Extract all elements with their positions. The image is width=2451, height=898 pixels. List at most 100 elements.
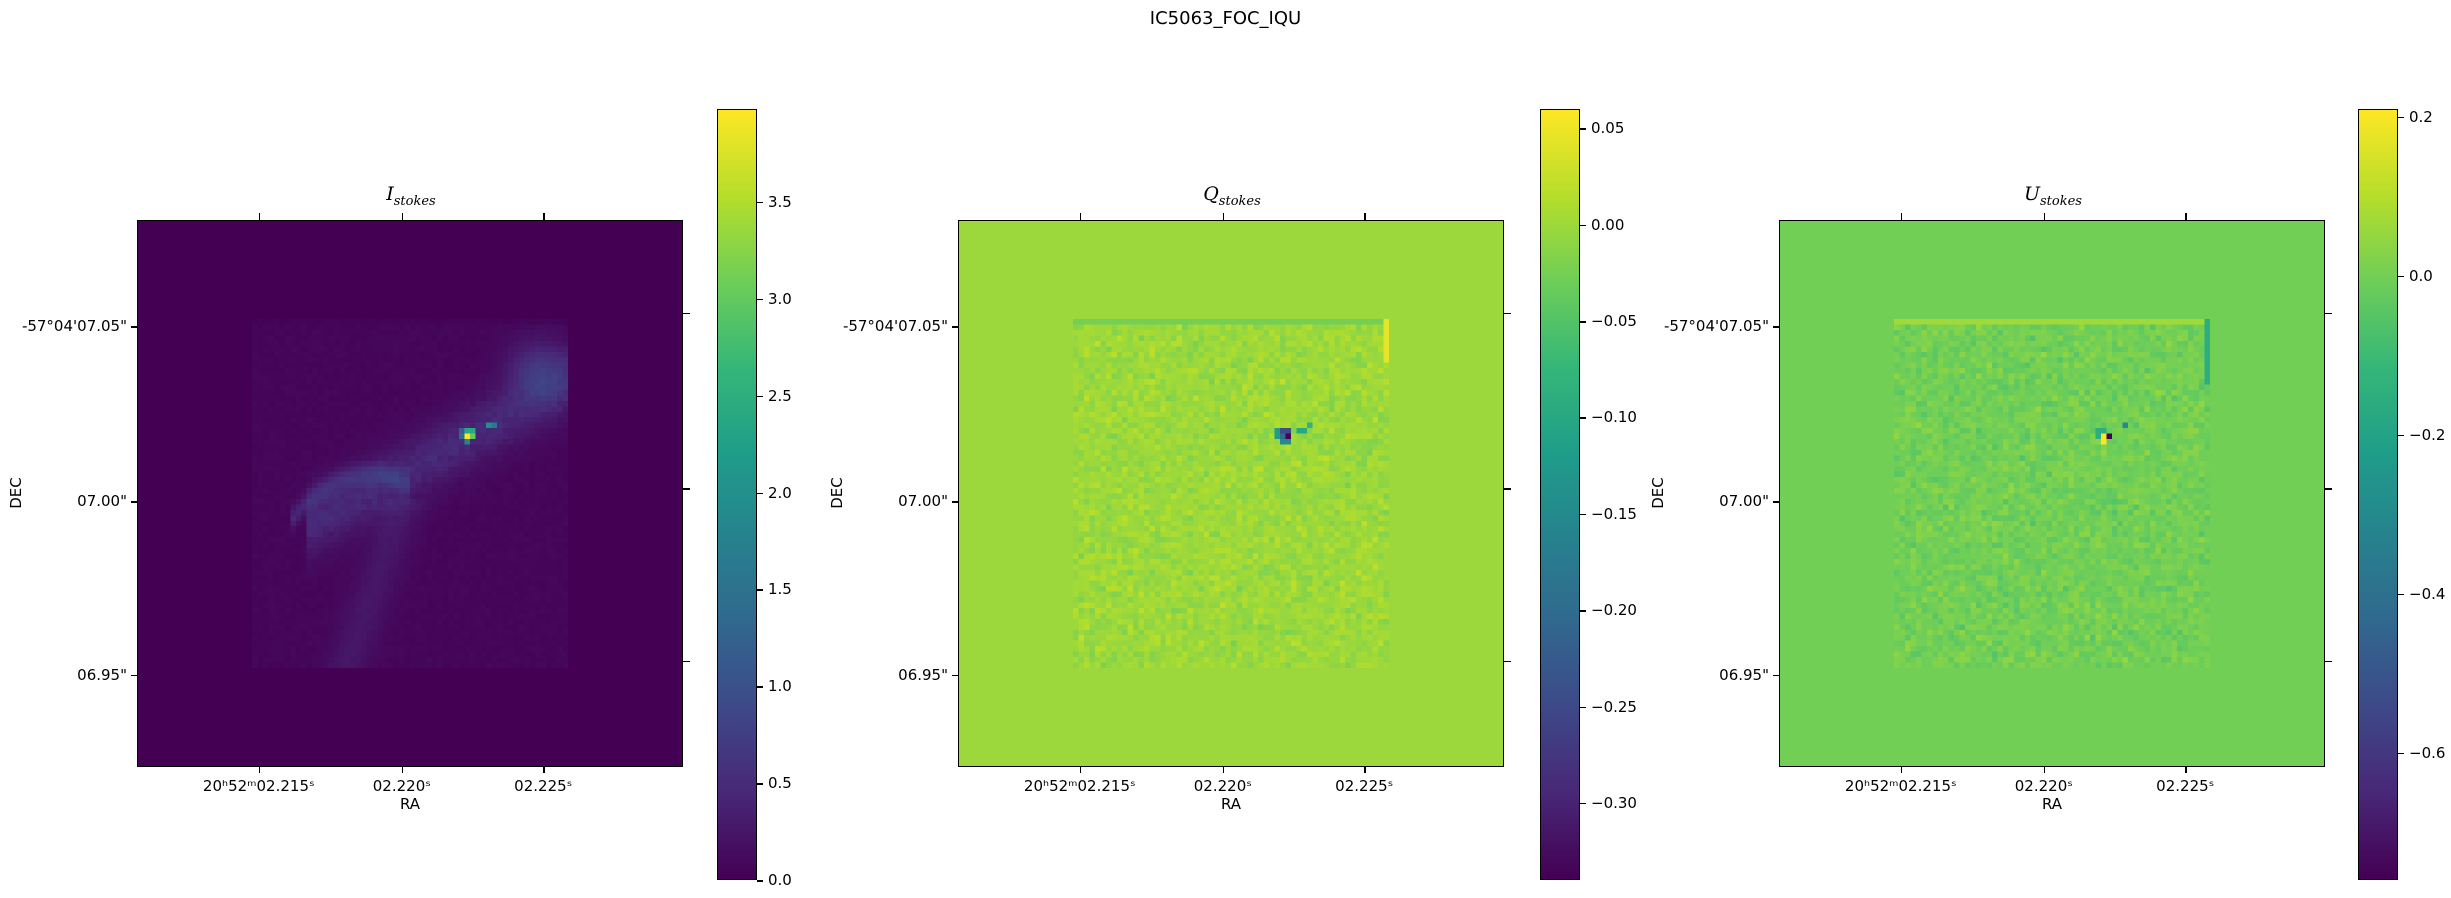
x-tick-mark-top (2043, 213, 2046, 220)
x-tick-mark (401, 767, 404, 773)
image-axes: Istokes (137, 183, 683, 767)
colorbar-tick-mark (2398, 434, 2404, 437)
colorbar-tick-mark (1580, 706, 1586, 709)
x-tick-mark-top (258, 213, 261, 220)
colorbar-tick-label: −0.6 (2409, 743, 2446, 762)
y-tick-mark (131, 326, 137, 328)
y-tick-mark-right (683, 488, 690, 490)
x-tick-label: 02.220ˢ (2014, 777, 2073, 795)
y-tick-label: -57°04'07.05" (1663, 317, 1769, 336)
x-tick-mark (1364, 767, 1366, 773)
y-axis-label: DEC (6, 476, 25, 509)
x-tick-mark (1222, 767, 1225, 773)
y-tick-mark-right (2325, 660, 2332, 663)
colorbar-tick-label: 0.0 (768, 871, 792, 889)
x-tick-label: 02.225ˢ (2156, 777, 2215, 795)
x-tick-label: 20ʰ52ᵐ02.215ˢ (1023, 777, 1136, 795)
y-tick-mark-right (1504, 488, 1511, 490)
colorbar-tick-mark (1580, 321, 1586, 323)
colorbar-tick-label: 0.00 (1591, 215, 1625, 234)
y-tick-mark (131, 501, 137, 503)
y-tick-mark (131, 674, 137, 677)
y-tick-label: 07.00" (898, 492, 948, 511)
y-axis-label: DEC (1648, 476, 1667, 509)
y-tick-label: -57°04'07.05" (21, 317, 127, 336)
heatmap-image (959, 221, 1503, 766)
title-subscript: stokes (2040, 193, 2082, 209)
y-tick-mark (952, 674, 958, 677)
title-subscript: stokes (393, 193, 436, 209)
x-tick-label: 20ʰ52ᵐ02.215ˢ (1844, 777, 1957, 795)
colorbar-tick-label: 0.0 (2409, 266, 2433, 285)
y-tick-mark (1773, 326, 1779, 328)
x-tick-mark (543, 767, 545, 773)
colorbar (2358, 109, 2398, 880)
y-tick-mark-right (683, 660, 690, 663)
colorbar-tick-mark (1580, 224, 1586, 227)
title-symbol: I (386, 183, 394, 205)
y-tick-mark-right (1504, 660, 1511, 663)
heatmap-image (1780, 221, 2324, 766)
x-tick-label: 02.225ˢ (514, 777, 573, 795)
x-tick-mark-top (543, 213, 545, 220)
y-tick-label: 07.00" (1719, 492, 1769, 511)
colorbar-tick-label: −0.20 (1591, 601, 1637, 620)
colorbar-tick-label: 2.5 (768, 386, 792, 405)
y-tick-mark-right (2325, 488, 2332, 490)
panel-title: Qstokes (959, 183, 1505, 209)
x-tick-mark (1900, 767, 1903, 773)
x-tick-label: 02.220ˢ (1193, 777, 1252, 795)
colorbar-tick-label: −0.2 (2409, 425, 2446, 444)
y-tick-mark (1773, 501, 1779, 503)
y-tick-mark-right (683, 312, 690, 315)
colorbar-tick-mark (1580, 610, 1586, 612)
colorbar-tick-mark (757, 783, 763, 785)
x-tick-mark (258, 767, 261, 773)
y-tick-mark-right (1504, 312, 1511, 315)
title-subscript: stokes (1218, 193, 1261, 209)
x-tick-mark-top (401, 213, 404, 220)
y-tick-label: -57°04'07.05" (842, 317, 948, 336)
colorbar-tick-mark (757, 492, 763, 495)
colorbar-tick-mark (757, 880, 763, 882)
x-tick-mark (2185, 767, 2187, 773)
x-tick-mark (2043, 767, 2046, 773)
colorbar-tick-label: −0.15 (1591, 504, 1637, 523)
colorbar-tick-mark (1580, 417, 1586, 419)
y-tick-mark (1773, 674, 1779, 677)
colorbar-tick-mark (757, 201, 763, 204)
y-axis-label: DEC (827, 476, 846, 509)
y-tick-label: 06.95" (898, 665, 948, 684)
image-axes: Qstokes (958, 183, 1504, 767)
colorbar-tick-label: −0.4 (2409, 584, 2446, 603)
y-tick-label: 06.95" (1719, 665, 1769, 684)
x-axis-label: RA (399, 795, 421, 813)
colorbar-tick-label: 1.5 (768, 580, 792, 599)
colorbar-tick-mark (2398, 116, 2404, 119)
x-tick-mark-top (1079, 213, 1082, 220)
colorbar-tick-label: 0.2 (2409, 107, 2433, 126)
colorbar-gradient (1541, 110, 1579, 879)
y-tick-label: 06.95" (77, 665, 127, 684)
image-axes: Ustokes (1779, 183, 2325, 767)
x-tick-mark-top (1222, 213, 1225, 220)
y-tick-label: 07.00" (77, 492, 127, 511)
x-axis-label: RA (2041, 795, 2063, 813)
colorbar-tick-mark (2398, 593, 2404, 596)
x-tick-mark-top (1364, 213, 1366, 220)
colorbar-tick-label: 1.0 (768, 677, 792, 696)
colorbar-tick-mark (1580, 802, 1586, 805)
y-tick-mark (952, 501, 958, 503)
colorbar-tick-label: −0.05 (1591, 312, 1637, 331)
heatmap-image (138, 221, 682, 766)
figure-title: IC5063_FOC_IQU (1149, 8, 1302, 29)
colorbar-tick-mark (2398, 752, 2404, 755)
x-axis-label: RA (1220, 795, 1242, 813)
colorbar-tick-label: 0.5 (768, 774, 792, 793)
colorbar-tick-label: −0.10 (1591, 408, 1637, 427)
x-tick-mark-top (1900, 213, 1903, 220)
colorbar-tick-mark (1580, 513, 1586, 516)
title-symbol: Q (1203, 183, 1219, 205)
colorbar-gradient (2359, 110, 2397, 879)
x-tick-label: 20ʰ52ᵐ02.215ˢ (202, 777, 315, 795)
